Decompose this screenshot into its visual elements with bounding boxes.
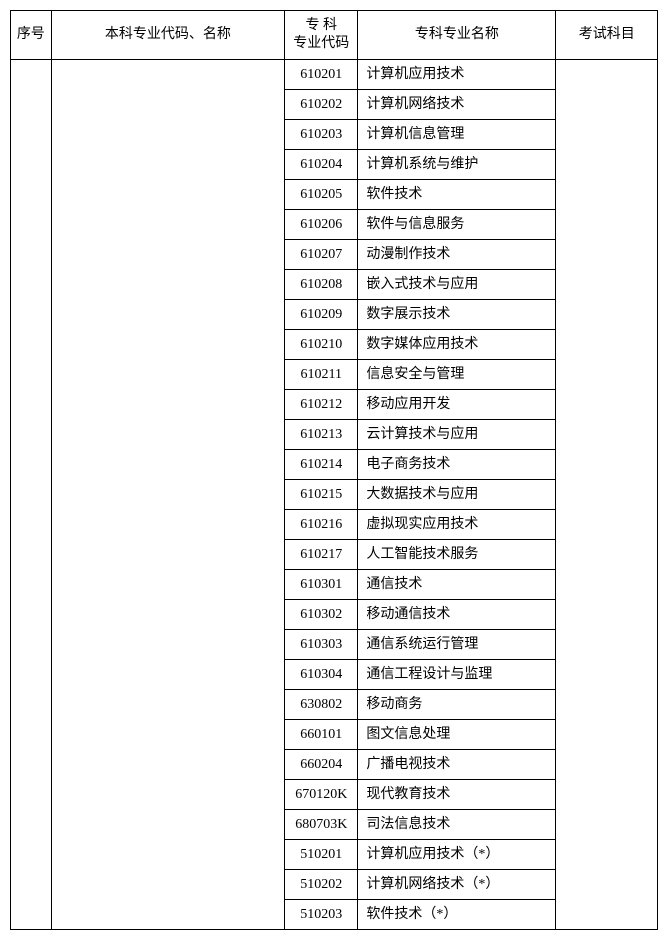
exam-cell xyxy=(556,60,658,930)
name-cell: 广播电视技术 xyxy=(358,750,556,780)
table-body: 610201计算机应用技术610202计算机网络技术610203计算机信息管理6… xyxy=(11,60,658,930)
code-cell: 610213 xyxy=(285,420,358,450)
header-exam: 考试科目 xyxy=(556,11,658,60)
name-cell: 移动通信技术 xyxy=(358,600,556,630)
name-cell: 电子商务技术 xyxy=(358,450,556,480)
code-cell: 670120K xyxy=(285,780,358,810)
code-cell: 510202 xyxy=(285,870,358,900)
name-cell: 计算机网络技术 xyxy=(358,90,556,120)
code-cell: 610207 xyxy=(285,240,358,270)
code-cell: 610208 xyxy=(285,270,358,300)
name-cell: 嵌入式技术与应用 xyxy=(358,270,556,300)
name-cell: 软件技术 xyxy=(358,180,556,210)
name-cell: 移动应用开发 xyxy=(358,390,556,420)
major-table: 序号 本科专业代码、名称 专 科 专业代码 专科专业名称 考试科目 610201… xyxy=(10,10,658,930)
code-cell: 610202 xyxy=(285,90,358,120)
code-cell: 610212 xyxy=(285,390,358,420)
code-cell: 610205 xyxy=(285,180,358,210)
header-undergrad: 本科专业代码、名称 xyxy=(51,11,285,60)
header-row: 序号 本科专业代码、名称 专 科 专业代码 专科专业名称 考试科目 xyxy=(11,11,658,60)
name-cell: 信息安全与管理 xyxy=(358,360,556,390)
header-seq: 序号 xyxy=(11,11,52,60)
name-cell: 现代教育技术 xyxy=(358,780,556,810)
code-cell: 610304 xyxy=(285,660,358,690)
code-cell: 660204 xyxy=(285,750,358,780)
name-cell: 大数据技术与应用 xyxy=(358,480,556,510)
code-cell: 610201 xyxy=(285,60,358,90)
code-cell: 610214 xyxy=(285,450,358,480)
code-cell: 610301 xyxy=(285,570,358,600)
code-cell: 660101 xyxy=(285,720,358,750)
code-cell: 610215 xyxy=(285,480,358,510)
name-cell: 数字展示技术 xyxy=(358,300,556,330)
name-cell: 云计算技术与应用 xyxy=(358,420,556,450)
code-cell: 610210 xyxy=(285,330,358,360)
name-cell: 计算机信息管理 xyxy=(358,120,556,150)
name-cell: 通信技术 xyxy=(358,570,556,600)
name-cell: 数字媒体应用技术 xyxy=(358,330,556,360)
code-cell: 610211 xyxy=(285,360,358,390)
name-cell: 软件与信息服务 xyxy=(358,210,556,240)
name-cell: 移动商务 xyxy=(358,690,556,720)
name-cell: 计算机网络技术（*） xyxy=(358,870,556,900)
code-cell: 610204 xyxy=(285,150,358,180)
name-cell: 计算机应用技术 xyxy=(358,60,556,90)
name-cell: 人工智能技术服务 xyxy=(358,540,556,570)
code-cell: 610206 xyxy=(285,210,358,240)
code-cell: 610303 xyxy=(285,630,358,660)
name-cell: 动漫制作技术 xyxy=(358,240,556,270)
code-cell: 610209 xyxy=(285,300,358,330)
name-cell: 虚拟现实应用技术 xyxy=(358,510,556,540)
code-cell: 630802 xyxy=(285,690,358,720)
name-cell: 司法信息技术 xyxy=(358,810,556,840)
name-cell: 通信系统运行管理 xyxy=(358,630,556,660)
code-cell: 610216 xyxy=(285,510,358,540)
name-cell: 计算机系统与维护 xyxy=(358,150,556,180)
name-cell: 计算机应用技术（*） xyxy=(358,840,556,870)
code-cell: 510201 xyxy=(285,840,358,870)
table-row: 610201计算机应用技术 xyxy=(11,60,658,90)
code-cell: 610302 xyxy=(285,600,358,630)
seq-cell xyxy=(11,60,52,930)
undergrad-cell xyxy=(51,60,285,930)
name-cell: 图文信息处理 xyxy=(358,720,556,750)
header-name: 专科专业名称 xyxy=(358,11,556,60)
code-cell: 610203 xyxy=(285,120,358,150)
name-cell: 软件技术（*） xyxy=(358,900,556,930)
code-cell: 610217 xyxy=(285,540,358,570)
header-code: 专 科 专业代码 xyxy=(285,11,358,60)
code-cell: 680703K xyxy=(285,810,358,840)
name-cell: 通信工程设计与监理 xyxy=(358,660,556,690)
code-cell: 510203 xyxy=(285,900,358,930)
